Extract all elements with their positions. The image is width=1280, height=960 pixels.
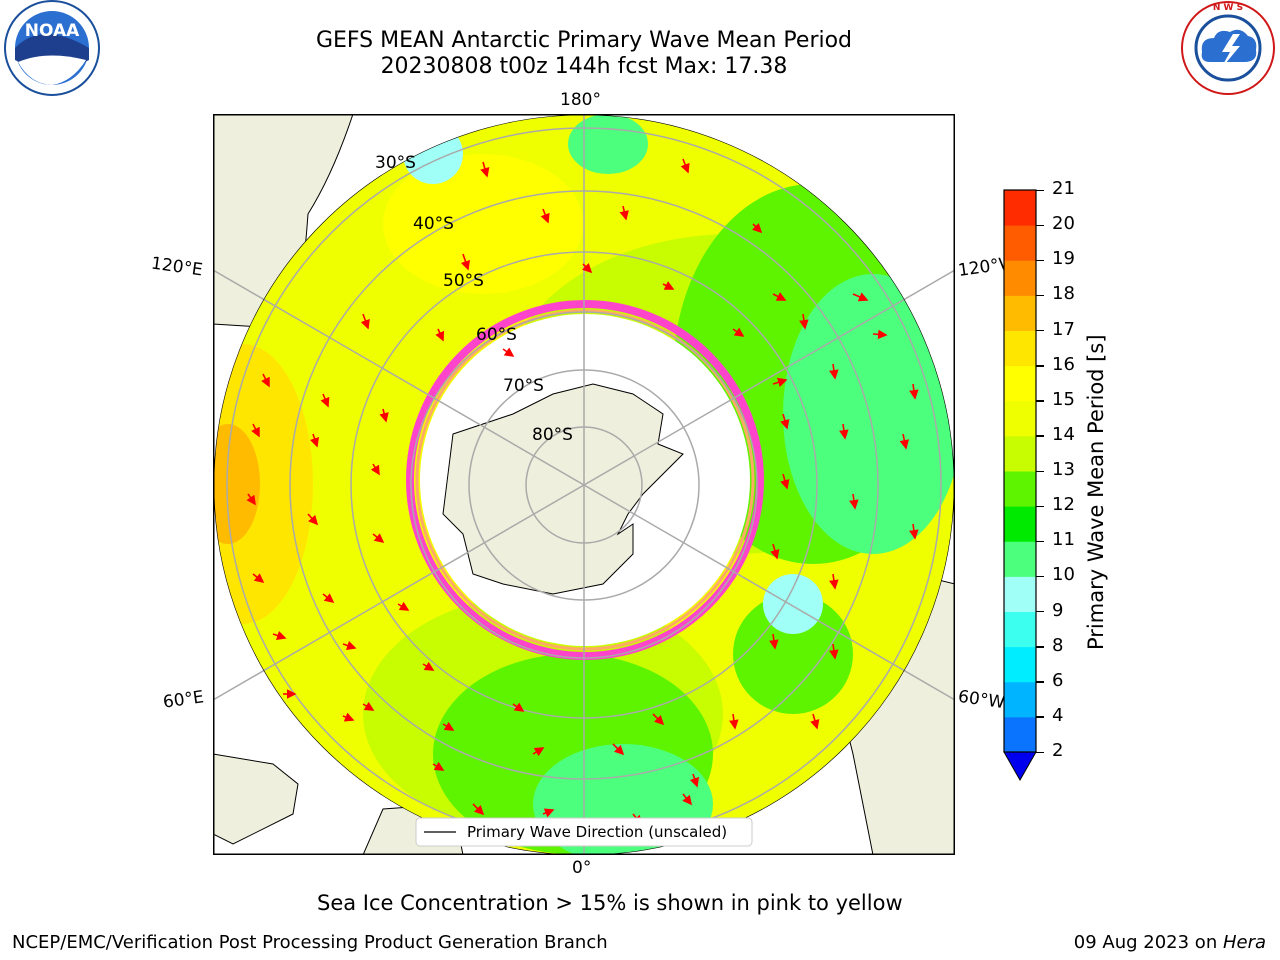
- colorbar-tick-mark: [1036, 330, 1044, 332]
- colorbar-tick-label: 20: [1052, 213, 1075, 235]
- colorbar-tick-mark: [1036, 681, 1044, 683]
- colorbar-tick-mark: [1036, 189, 1044, 191]
- colorbar-band: [1004, 330, 1036, 367]
- legend-box: [415, 817, 753, 847]
- colorbar-band: [1004, 576, 1036, 612]
- colorbar-tick-mark: [1036, 751, 1044, 753]
- colorbar-tick-label: 18: [1052, 283, 1075, 305]
- lat-label-40s: 40°S: [413, 214, 454, 234]
- colorbar: [1003, 189, 1037, 782]
- footer-host: Hera: [1222, 932, 1266, 953]
- meridian-label-0: 0°: [572, 858, 592, 878]
- colorbar-band: [1004, 716, 1036, 753]
- meridian-label-120e: 120°E: [149, 253, 204, 281]
- colorbar-tick-label: 17: [1052, 318, 1075, 340]
- colorbar-tick-label: 12: [1052, 494, 1075, 516]
- colorbar-tick-label: 10: [1052, 564, 1075, 586]
- colorbar-tick-label: 21: [1052, 178, 1075, 199]
- lat-label-70s: 70°S: [503, 376, 544, 396]
- noaa-logo: NOAA: [4, 0, 100, 96]
- colorbar-band: [1004, 611, 1036, 648]
- colorbar-tick-mark: [1036, 540, 1044, 543]
- legend-label: Primary Wave Direction (unscaled): [467, 823, 727, 841]
- colorbar-band: [1004, 435, 1036, 472]
- colorbar-under-triangle: [1003, 751, 1037, 782]
- colorbar-band: [1004, 400, 1036, 437]
- colorbar-tick-label: 15: [1052, 388, 1075, 410]
- colorbar-tick-label: 6: [1052, 669, 1064, 691]
- colorbar-band: [1004, 506, 1036, 542]
- colorbar-band: [1004, 295, 1036, 331]
- footer-left: NCEP/EMC/Verification Post Processing Pr…: [12, 932, 608, 953]
- meridian-label-60e: 60°E: [161, 687, 206, 713]
- colorbar-tick-label: 2: [1052, 740, 1064, 761]
- map-subtitle: 20230808 t00z 144h fcst Max: 17.38: [380, 54, 788, 79]
- noaa-logo-text: NOAA: [25, 21, 80, 41]
- colorbar-tick-label: 16: [1052, 353, 1075, 375]
- colorbar-tick-mark: [1036, 400, 1044, 402]
- colorbar-tick-mark: [1036, 294, 1044, 297]
- lat-label-50s: 50°S: [443, 271, 484, 291]
- colorbar-tick-mark: [1036, 365, 1044, 367]
- colorbar-tick-mark: [1036, 611, 1044, 613]
- colorbar-tick-mark: [1036, 470, 1044, 472]
- colorbar-tick-label: 19: [1052, 248, 1075, 270]
- colorbar-tick-mark: [1036, 224, 1044, 227]
- colorbar-tick-mark: [1036, 435, 1044, 437]
- colorbar-tick-mark: [1036, 716, 1044, 718]
- colorbar-tick-label: 8: [1052, 634, 1064, 656]
- colorbar-tick-label: 4: [1052, 704, 1064, 726]
- colorbar-band: [1004, 365, 1036, 402]
- meridian-label-180: 180°: [560, 90, 601, 110]
- polar-map: 30°S 40°S 50°S 60°S 70°S 80°S Primary Wa…: [213, 114, 955, 855]
- colorbar-band: [1004, 646, 1036, 683]
- lat-label-30s: 30°S: [375, 153, 416, 173]
- nws-logo: N W S: [1181, 1, 1275, 95]
- colorbar-band: [1004, 681, 1036, 718]
- map-title: GEFS MEAN Antarctic Primary Wave Mean Pe…: [315, 28, 853, 53]
- colorbar-tick-mark: [1036, 646, 1044, 648]
- colorbar-tick-mark: [1036, 575, 1044, 578]
- colorbar-tick-mark: [1036, 505, 1044, 508]
- lat-label-60s: 60°S: [476, 325, 517, 345]
- map-frame: [213, 114, 955, 855]
- colorbar-band: [1004, 225, 1036, 261]
- colorbar-band: [1004, 260, 1036, 296]
- colorbar-tick-label: 11: [1052, 529, 1075, 551]
- lat-label-80s: 80°S: [532, 425, 573, 445]
- colorbar-band: [1004, 190, 1036, 226]
- colorbar-tick-label: 13: [1052, 459, 1075, 480]
- colorbar-band: [1004, 541, 1036, 577]
- colorbar-tick-label: 9: [1052, 599, 1064, 621]
- sea-ice-note: Sea Ice Concentration > 15% is shown in …: [317, 891, 903, 915]
- colorbar-label: Primary Wave Mean Period [s]: [1084, 334, 1108, 650]
- footer-date: 09 Aug 2023 on: [1073, 932, 1223, 953]
- colorbar-band: [1004, 471, 1036, 507]
- meridian-label-60w: 60°W: [956, 686, 1007, 714]
- colorbar-tick-mark: [1036, 259, 1044, 262]
- footer-right: 09 Aug 2023 on Hera: [1074, 932, 1266, 953]
- svg-text:N W S: N W S: [1213, 3, 1243, 13]
- colorbar-tick-label: 14: [1052, 423, 1075, 445]
